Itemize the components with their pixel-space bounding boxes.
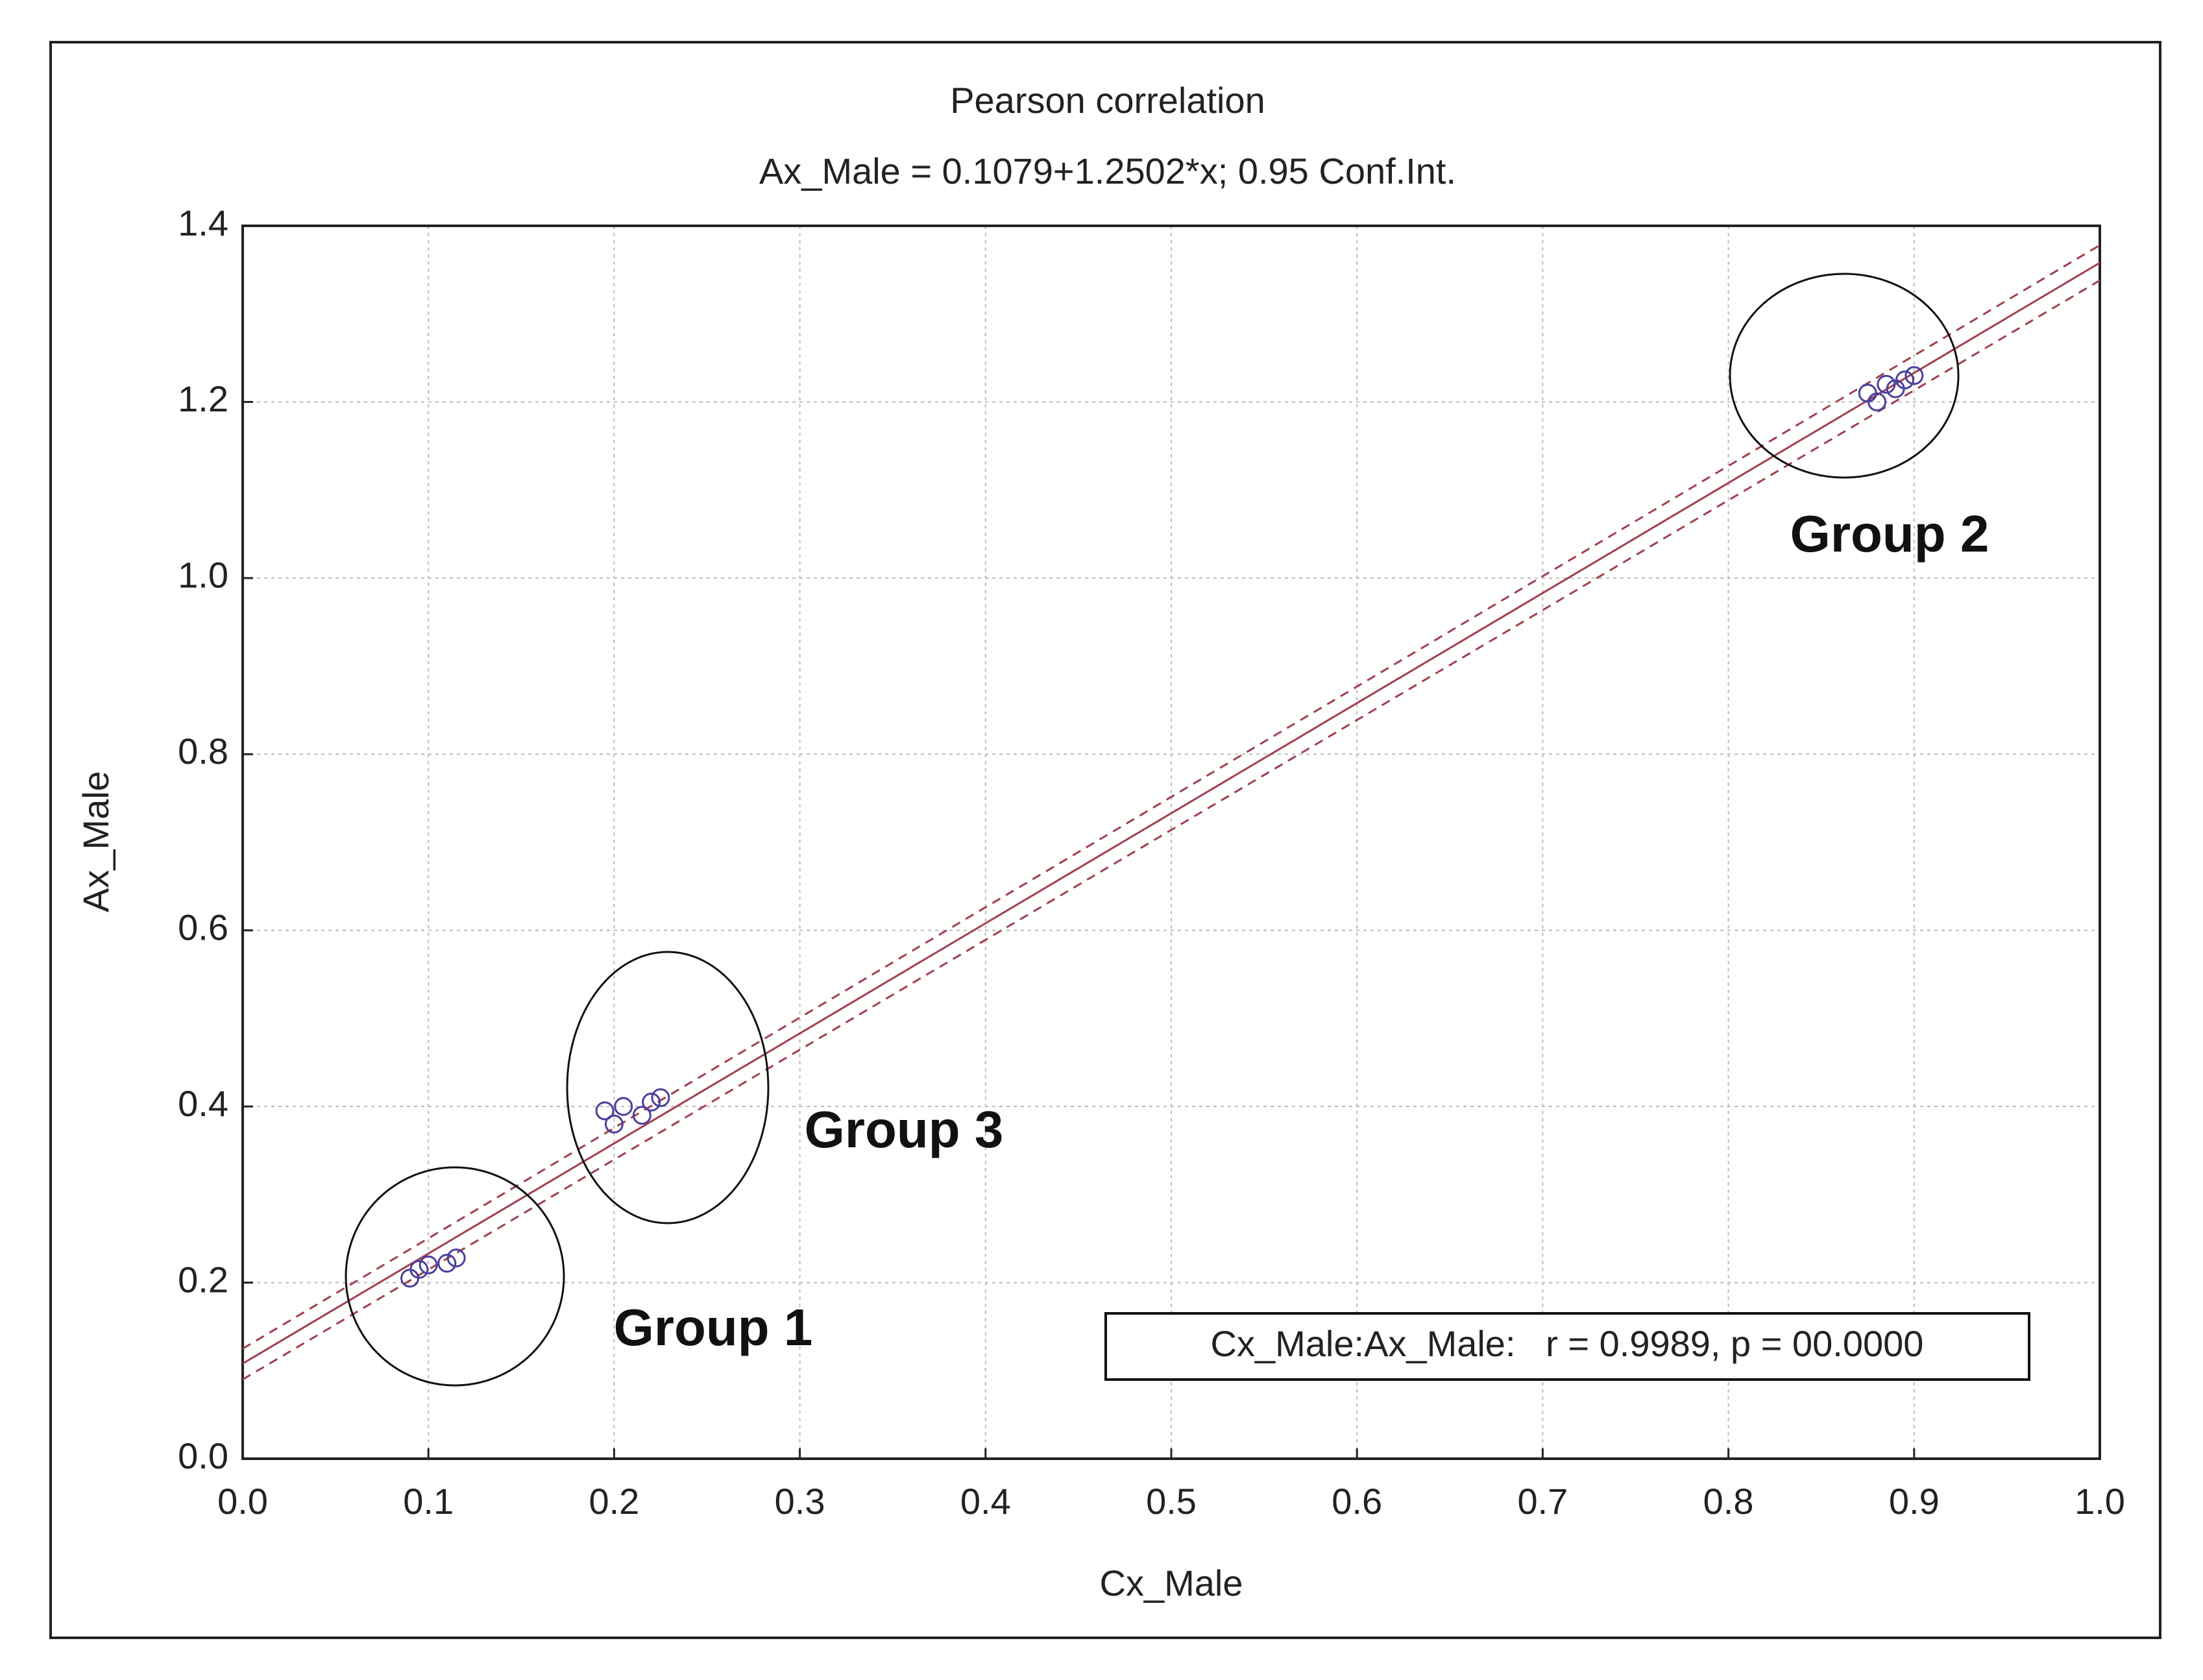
stats-text: Cx_Male:Ax_Male: r = 0.9989, p = 00.0000: [1211, 1323, 1924, 1364]
point: [651, 1088, 670, 1108]
y-tick-label: 1.0: [178, 555, 228, 596]
confidence-line: [242, 244, 2100, 1350]
plot-border: [241, 225, 2101, 1460]
point: [1905, 366, 1924, 385]
point: [1895, 371, 1914, 389]
point: [595, 1101, 615, 1121]
plot: [242, 244, 2100, 1381]
y-axis-title: Ax_Male: [75, 771, 116, 912]
group-ellipse: [1729, 273, 1960, 479]
group-ellipse: [566, 951, 770, 1224]
y-tick-label: 0.4: [178, 1083, 228, 1124]
x-tick-label: 0.0: [217, 1481, 268, 1522]
y-tick-label: 0.6: [178, 907, 228, 948]
point: [1858, 383, 1877, 403]
point: [1868, 392, 1887, 411]
x-tick-label: 0.4: [960, 1481, 1011, 1522]
confidence-line: [242, 279, 2100, 1381]
point: [1877, 374, 1896, 394]
point: [614, 1097, 633, 1116]
x-tick-label: 0.6: [1332, 1481, 1382, 1522]
point: [409, 1260, 429, 1279]
y-tick-label: 0.0: [178, 1435, 228, 1476]
point: [446, 1248, 466, 1268]
x-tick-label: 1.0: [2075, 1481, 2125, 1522]
frame: [49, 41, 2161, 1639]
point: [419, 1255, 438, 1274]
annotation: Group 1: [614, 1298, 813, 1356]
x-tick-label: 0.3: [775, 1481, 825, 1522]
y-tick-label: 1.4: [178, 202, 228, 243]
point: [437, 1254, 457, 1273]
point: [632, 1106, 651, 1125]
regression-line: [242, 262, 2100, 1365]
x-tick-label: 0.7: [1517, 1481, 1568, 1522]
stats-box: [1104, 1312, 2030, 1381]
annotation: Group 2: [1790, 505, 1990, 563]
x-axis-title: Cx_Male: [1100, 1563, 1243, 1603]
y-tick-label: 0.2: [178, 1259, 228, 1300]
point: [642, 1092, 661, 1112]
x-tick-label: 0.8: [1703, 1481, 1754, 1522]
point: [604, 1114, 624, 1134]
x-tick-label: 0.5: [1146, 1481, 1197, 1522]
chart-subtitle: Ax_Male = 0.1079+1.2502*x; 0.95 Conf.Int…: [759, 151, 1456, 191]
x-tick-label: 0.2: [589, 1481, 639, 1522]
x-tick-label: 0.1: [403, 1481, 454, 1522]
group-ellipse: [345, 1166, 565, 1387]
y-tick-label: 0.8: [178, 731, 228, 772]
annotation: Group 3: [805, 1101, 1004, 1158]
y-tick-label: 1.2: [178, 378, 228, 419]
x-tick-label: 0.9: [1889, 1481, 1940, 1522]
chart-title: Pearson correlation: [950, 80, 1265, 121]
grid: 0.0 0.1 0.2 0.3 0.4 0.5 0.6 0.7 0.8 0.9 1.0 0.0 0.2 0…: [178, 202, 2125, 1522]
point: [400, 1269, 420, 1288]
